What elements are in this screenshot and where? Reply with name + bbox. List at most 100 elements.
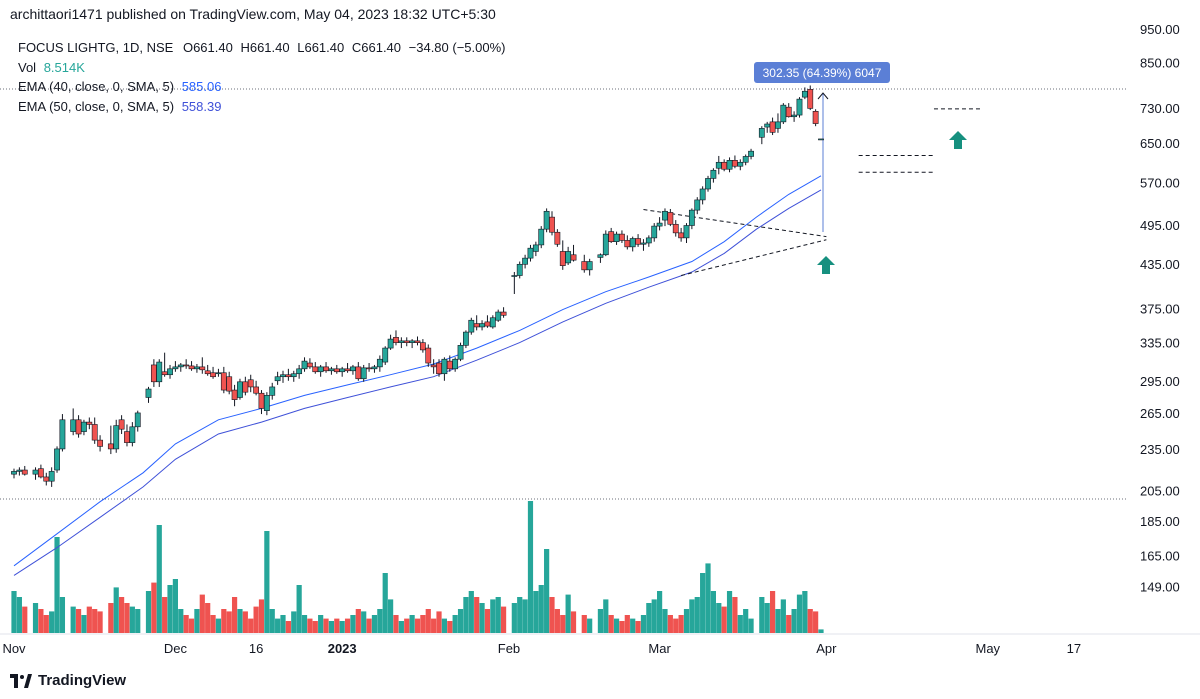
candle-body xyxy=(484,321,491,327)
volume-bar xyxy=(172,579,178,633)
candle-body xyxy=(317,366,324,373)
candle-body xyxy=(134,412,141,428)
candle xyxy=(290,370,297,382)
candle xyxy=(269,382,276,400)
candle xyxy=(457,342,464,362)
price-tick-label: 265.00 xyxy=(1140,406,1180,421)
candle-body xyxy=(328,368,335,372)
volume-bar xyxy=(253,606,259,633)
legend-ema50-value: 558.39 xyxy=(181,98,222,114)
volume-bar xyxy=(447,621,453,633)
candle-body xyxy=(366,367,372,370)
candle xyxy=(274,371,281,385)
candle-body xyxy=(32,469,39,475)
candle xyxy=(656,217,663,231)
legend-ema50-row[interactable]: EMA (50, close, 0, SMA, 5) 558.39 xyxy=(18,97,506,117)
candle-body xyxy=(479,323,485,328)
candle xyxy=(403,337,410,347)
volume-bar xyxy=(511,603,517,633)
legend-ema40-row[interactable]: EMA (40, close, 0, SMA, 5) 585.06 xyxy=(18,77,506,97)
volume-bar xyxy=(743,609,749,633)
time-tick-label: 2023 xyxy=(328,641,357,656)
candle xyxy=(527,244,534,262)
candle-body xyxy=(199,366,206,371)
candle xyxy=(479,320,485,331)
legend-symbol[interactable]: FOCUS LIGHTG, 1D, NSE xyxy=(18,40,174,55)
candle-body xyxy=(301,360,308,370)
candle-body xyxy=(597,254,604,258)
candle xyxy=(21,465,28,476)
candle-body xyxy=(715,161,722,169)
volume-bar xyxy=(334,618,340,633)
candle xyxy=(199,357,206,374)
volume-bar xyxy=(11,591,17,633)
tradingview-logo-icon xyxy=(10,673,32,688)
legend-volume-row[interactable]: Vol 8.514K xyxy=(18,58,506,78)
tradingview-logo[interactable]: TradingView xyxy=(10,672,126,689)
price-tick-label: 495.00 xyxy=(1140,218,1180,233)
candle xyxy=(167,364,173,379)
volume-bar xyxy=(210,615,216,633)
candle-body xyxy=(764,123,771,128)
candle-body xyxy=(688,209,695,226)
volume-bar xyxy=(361,611,367,633)
candle-body xyxy=(11,471,17,475)
volume-bar xyxy=(237,609,243,633)
candle xyxy=(710,168,717,183)
candle xyxy=(414,336,421,346)
candle-body xyxy=(371,366,378,370)
volume-bar xyxy=(86,606,92,633)
volume-bar xyxy=(570,611,577,633)
candle xyxy=(280,370,286,383)
volume-bar xyxy=(398,621,404,633)
candle-body xyxy=(785,106,792,118)
candle-body xyxy=(570,254,577,261)
volume-bar xyxy=(92,609,98,633)
volume-bar xyxy=(38,609,44,633)
candle-body xyxy=(796,98,803,116)
candle-body xyxy=(285,374,292,378)
candle-body xyxy=(323,366,329,372)
candle-body xyxy=(194,366,200,370)
volume-bar xyxy=(388,599,394,633)
candle xyxy=(452,357,459,372)
candle xyxy=(409,339,416,349)
volume-bar xyxy=(135,609,141,633)
volume-bar xyxy=(769,591,776,633)
legend-c-label: C xyxy=(351,40,362,55)
candle xyxy=(688,208,695,230)
candle xyxy=(183,359,190,369)
candle-body xyxy=(511,275,518,277)
price-tick-label: 205.00 xyxy=(1140,483,1180,498)
volume-bar xyxy=(710,591,716,633)
volume-bar xyxy=(646,603,652,633)
legend-vol-label: Vol xyxy=(18,59,37,75)
candlesticks xyxy=(11,85,824,487)
volume-bar xyxy=(683,609,690,633)
volume-bar xyxy=(780,599,786,633)
candle-body xyxy=(172,366,179,370)
candle-body xyxy=(818,138,824,141)
volume-bar xyxy=(560,615,566,633)
candle xyxy=(672,220,679,237)
candle-body xyxy=(624,240,631,248)
candle xyxy=(635,234,641,247)
candle xyxy=(769,117,776,136)
volume-bar xyxy=(635,621,641,633)
candle-body xyxy=(807,89,814,109)
candle xyxy=(344,363,351,373)
legend-h-label: H xyxy=(240,40,250,55)
volume-bar xyxy=(420,615,426,633)
legend-l-label: L xyxy=(297,40,305,55)
volume-bar xyxy=(490,599,496,633)
volume-bar xyxy=(258,599,265,633)
volume-bar xyxy=(221,609,227,633)
candle-body xyxy=(430,364,437,368)
volume-bar xyxy=(59,597,66,633)
volume-bar xyxy=(630,618,636,633)
candle-body xyxy=(635,238,641,245)
volume-bar xyxy=(463,597,469,633)
volume-bar xyxy=(619,621,625,633)
volume-bar xyxy=(404,618,410,633)
